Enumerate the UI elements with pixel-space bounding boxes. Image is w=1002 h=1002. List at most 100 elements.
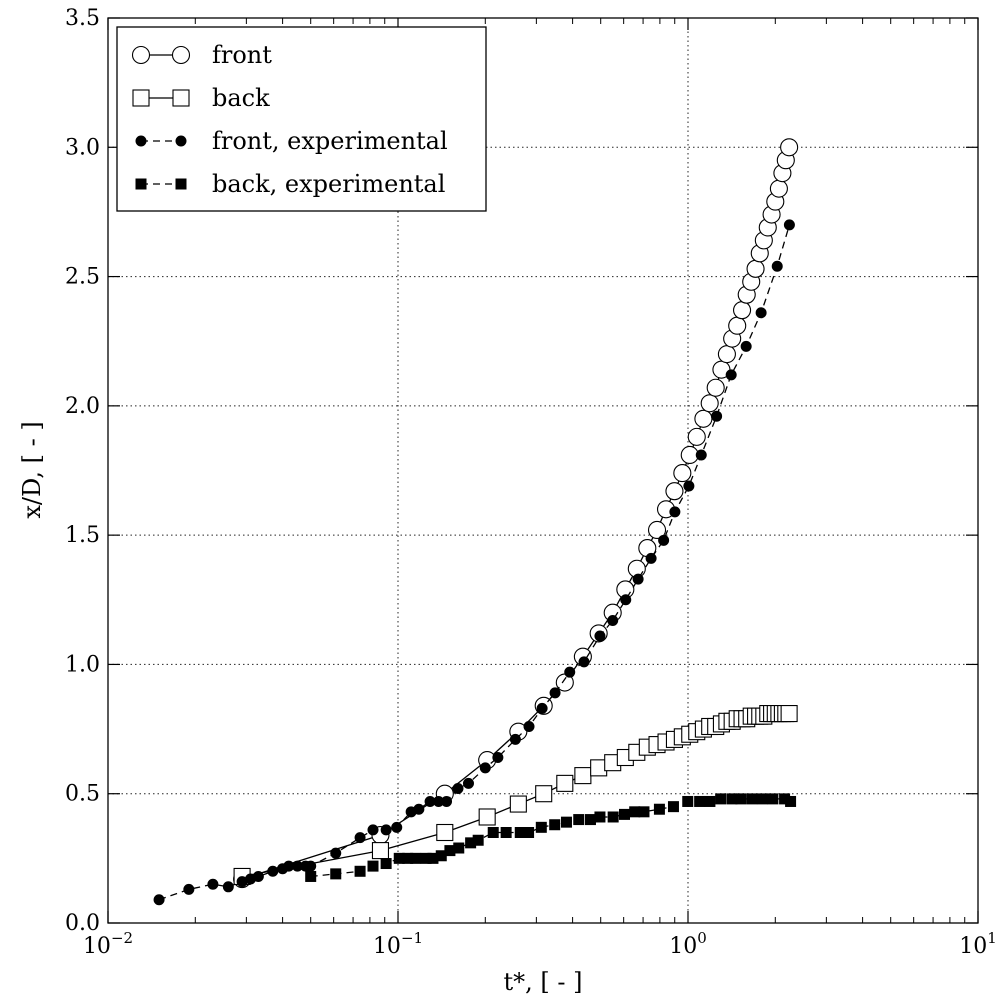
y-tick-label: 0.5 [65, 782, 100, 807]
data-point [536, 702, 548, 714]
data-point [153, 894, 165, 906]
data-point [172, 89, 190, 107]
data-point [756, 793, 768, 805]
data-point [620, 594, 632, 606]
y-tick-label: 2.5 [65, 265, 100, 290]
data-point [706, 378, 725, 397]
data-point [740, 340, 752, 352]
series-layer [153, 138, 799, 906]
data-point [523, 720, 535, 732]
data-point [380, 824, 392, 836]
series-back [233, 705, 798, 886]
data-point [436, 823, 454, 842]
data-point [135, 178, 147, 190]
legend-entry: front [131, 41, 272, 69]
series-front-experimental [153, 219, 795, 906]
data-point [783, 219, 795, 231]
y-tick-label: 2.0 [65, 394, 100, 419]
y-tick-label: 3.0 [65, 135, 100, 160]
y-tick-labels: 0.0 0.5 1.0 1.5 2.0 2.5 3.0 3.5 [65, 6, 100, 936]
data-point [584, 814, 596, 826]
data-point [755, 307, 767, 319]
legend-entries: front back front, experimental back, experi… [131, 41, 448, 198]
data-point [305, 870, 317, 882]
data-point [267, 865, 279, 877]
data-point [330, 847, 342, 859]
data-point [556, 774, 574, 792]
data-point [549, 819, 561, 831]
data-point [594, 811, 606, 823]
x-tick-label: 10−2 [83, 929, 133, 959]
data-point [453, 842, 465, 854]
data-point [410, 852, 422, 864]
data-point [683, 480, 695, 492]
data-point [500, 827, 512, 838]
data-point [479, 762, 491, 774]
data-point [549, 687, 561, 699]
data-point [667, 801, 679, 813]
data-point [780, 705, 798, 723]
data-point [607, 811, 619, 823]
data-point [771, 260, 783, 272]
y-tick-label: 3.5 [65, 6, 100, 31]
x-tick-labels: 10−2 10−1 100 101 [83, 929, 997, 959]
data-point [171, 45, 191, 65]
data-point [413, 803, 425, 815]
data-point [371, 842, 390, 860]
data-point [632, 573, 644, 585]
data-point [638, 806, 650, 818]
data-point [717, 345, 736, 364]
plot-frame [107, 17, 979, 924]
data-point [135, 135, 147, 147]
data-point [733, 301, 752, 320]
data-point [647, 520, 667, 540]
legend-entry: back [132, 84, 270, 112]
data-point [645, 552, 657, 564]
data-point [509, 795, 527, 813]
data-point [380, 858, 392, 870]
data-point [354, 865, 366, 877]
data-point [252, 870, 264, 882]
data-point [785, 795, 797, 807]
data-point [305, 860, 317, 872]
data-point [472, 834, 484, 846]
data-point [367, 824, 379, 836]
data-point [704, 795, 716, 807]
data-point [687, 427, 706, 446]
data-point [207, 878, 219, 890]
legend-label: front, experimental [212, 127, 448, 155]
data-point [391, 821, 403, 833]
data-point [746, 259, 765, 278]
data-point [183, 883, 195, 895]
data-point [767, 793, 779, 805]
data-point [746, 793, 758, 805]
x-axis-title: t*, [ - ] [504, 968, 583, 996]
data-point [715, 793, 727, 805]
data-point [492, 752, 504, 764]
x-tick-label: 100 [669, 929, 707, 959]
y-tick-label: 1.0 [65, 652, 100, 677]
data-point [682, 795, 694, 807]
data-point [780, 138, 799, 157]
data-point [330, 868, 342, 880]
data-point [658, 534, 670, 546]
data-point [665, 482, 684, 501]
data-point [629, 806, 641, 818]
data-point [354, 832, 366, 844]
data-point [619, 808, 631, 820]
legend-entry: back, experimental [135, 170, 445, 198]
legend-label: back, experimental [212, 170, 445, 198]
data-point [694, 795, 706, 807]
data-point [700, 394, 719, 413]
data-point [535, 785, 553, 803]
data-point [452, 783, 464, 795]
data-point [560, 816, 572, 828]
data-point [607, 614, 619, 626]
data-point [728, 316, 747, 335]
legend-label: back [212, 84, 270, 112]
data-point [509, 733, 521, 745]
data-point [523, 827, 535, 838]
data-point [769, 179, 788, 198]
data-point [578, 656, 590, 668]
